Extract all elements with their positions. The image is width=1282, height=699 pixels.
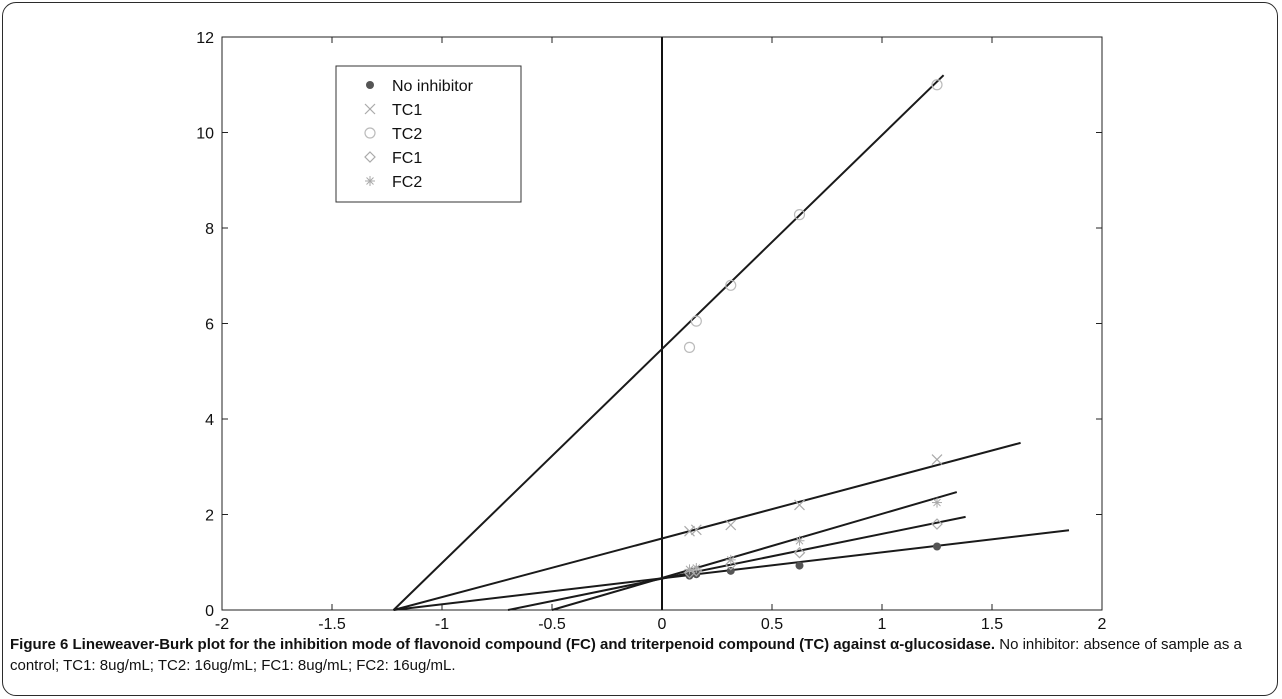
marker-stroke xyxy=(684,525,695,537)
data-point-tc1 xyxy=(931,454,943,466)
marker-stroke xyxy=(692,564,701,572)
x-tick-label: 1.5 xyxy=(981,616,1003,633)
fit-line-fc2 xyxy=(551,491,958,611)
y-tick-label: 6 xyxy=(205,317,214,334)
y-tick-label: 12 xyxy=(196,30,214,47)
legend-marker-fc2 xyxy=(365,176,375,186)
x-tick-label: 0 xyxy=(658,616,667,633)
y-tick-label: 4 xyxy=(205,412,214,429)
data-point-tc1 xyxy=(690,524,702,536)
legend-label-tc2: TC2 xyxy=(392,126,422,143)
axes-layer: -2 -1.5 -1 -0.5 0 0.5 1 1.5 2 0 2 4 6 8 10 12 xyxy=(196,30,1106,633)
x-tick-label: -1 xyxy=(435,616,449,633)
marker-shape xyxy=(685,571,694,580)
marker-shape xyxy=(725,279,737,291)
data-point-no-inhibitor xyxy=(933,542,941,551)
data-point-no-inhibitor xyxy=(726,566,735,575)
marker-shape xyxy=(726,566,735,575)
legend-label-fc2: FC2 xyxy=(392,174,422,191)
legend: No inhibitor TC1 TC2 FC1 FC2 xyxy=(335,65,522,203)
legend-marker-fc1 xyxy=(364,151,376,163)
y-tick-label: 0 xyxy=(205,603,214,620)
data-point-tc2 xyxy=(931,79,943,91)
legend-label-tc1: TC1 xyxy=(392,102,422,119)
legend-label-no-inhibitor: No inhibitor xyxy=(392,78,474,95)
data-point-tc2 xyxy=(683,341,696,353)
x-tick-label: 1 xyxy=(878,616,887,633)
data-point-tc1 xyxy=(684,525,695,537)
fit-line-tc2 xyxy=(392,74,945,611)
marker-shape xyxy=(793,209,806,221)
marker-shape xyxy=(364,151,376,163)
marker-stroke xyxy=(794,499,805,511)
data-point-no-inhibitor xyxy=(685,571,694,580)
legend-marker-tc2 xyxy=(364,127,376,139)
data-point-tc2 xyxy=(690,315,702,327)
fit-line-fc1 xyxy=(507,515,966,611)
y-tick-label: 10 xyxy=(196,126,214,143)
data-points-layer xyxy=(683,79,943,580)
data-point-no-inhibitor xyxy=(795,561,804,570)
data-point-tc2 xyxy=(725,279,737,291)
marker-stroke xyxy=(931,454,943,466)
y-tick-label: 8 xyxy=(205,221,214,238)
marker-stroke xyxy=(795,536,804,545)
marker-stroke xyxy=(725,519,737,531)
data-point-fc2 xyxy=(932,497,942,508)
marker-shape xyxy=(795,561,804,570)
marker-stroke xyxy=(364,103,376,115)
marker-shape xyxy=(931,518,943,530)
x-tick-label: 2 xyxy=(1098,616,1107,633)
x-tick-label: -1.5 xyxy=(318,616,346,633)
marker-stroke xyxy=(726,556,735,564)
data-point-fc1 xyxy=(793,546,806,559)
marker-shape xyxy=(931,79,943,91)
marker-shape xyxy=(793,546,806,559)
data-point-fc1 xyxy=(931,518,943,530)
marker-shape xyxy=(933,542,941,551)
data-point-fc2 xyxy=(684,564,695,575)
x-tick-label: -2 xyxy=(215,616,229,633)
marker-stroke xyxy=(933,498,941,507)
data-point-tc1 xyxy=(725,519,737,531)
caption-description: No inhibitor: absence of sample as a con… xyxy=(10,636,1242,674)
legend-label-fc1: FC1 xyxy=(392,150,422,167)
fit-line-tc1 xyxy=(393,441,1021,611)
y-tick-label: 2 xyxy=(205,508,214,525)
marker-stroke xyxy=(366,177,374,185)
lineweaver-burk-chart: -2 -1.5 -1 -0.5 0 0.5 1 1.5 2 0 2 4 6 8 10 12 No inhibi… xyxy=(196,30,1106,633)
marker-stroke xyxy=(685,565,694,574)
marker-shape xyxy=(366,81,374,89)
data-point-fc2 xyxy=(794,535,805,546)
data-point-fc2 xyxy=(691,562,702,573)
x-tick-label: -0.5 xyxy=(538,616,566,633)
legend-marker-tc1 xyxy=(364,103,376,115)
marker-shape xyxy=(683,341,696,353)
legend-marker-no-inhibitor xyxy=(366,81,374,89)
figure-caption: Figure 6 Lineweaver-Burk plot for the in… xyxy=(10,634,1272,676)
marker-shape xyxy=(690,315,702,327)
legend-box xyxy=(335,65,522,203)
x-tick-label: 0.5 xyxy=(761,616,783,633)
marker-shape xyxy=(364,127,376,139)
marker-stroke xyxy=(690,524,702,536)
data-point-fc2 xyxy=(725,554,736,565)
caption-title: Figure 6 Lineweaver-Burk plot for the in… xyxy=(10,636,996,653)
data-point-tc2 xyxy=(793,209,806,221)
data-point-tc1 xyxy=(794,499,805,511)
